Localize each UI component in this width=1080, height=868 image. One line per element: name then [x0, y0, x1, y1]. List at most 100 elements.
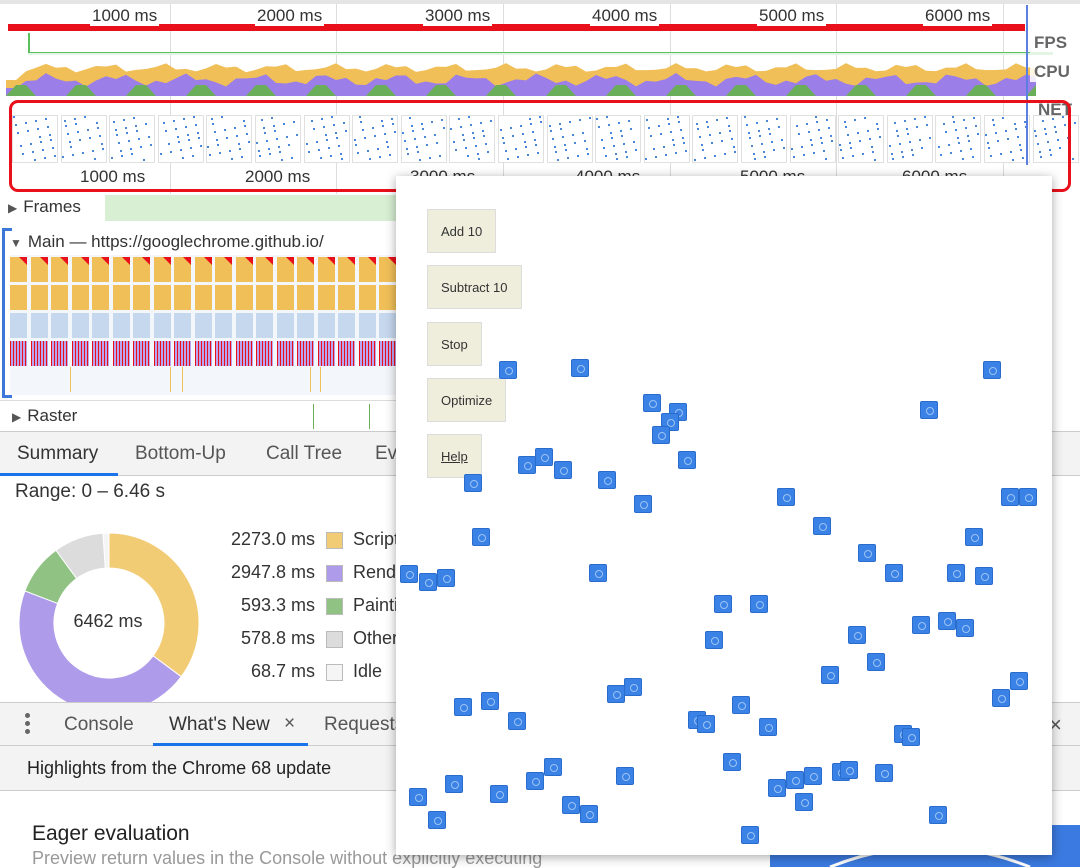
raster-track-header[interactable]: ▶ Raster: [12, 406, 77, 426]
call-block[interactable]: [215, 313, 232, 338]
call-block[interactable]: [153, 313, 171, 338]
call-block[interactable]: [358, 313, 376, 338]
script-block[interactable]: [215, 285, 232, 310]
call-block[interactable]: [30, 313, 48, 338]
script-block[interactable]: [10, 285, 27, 310]
render-block[interactable]: [379, 341, 396, 366]
screenshot-thumbnail[interactable]: [352, 115, 399, 163]
script-block[interactable]: [30, 285, 48, 310]
thumbnail-dot: [928, 137, 931, 139]
screenshot-thumbnail[interactable]: [595, 115, 642, 163]
call-block[interactable]: [51, 313, 68, 338]
script-block[interactable]: [256, 285, 273, 310]
render-block[interactable]: [133, 341, 150, 366]
script-block[interactable]: [235, 285, 253, 310]
call-block[interactable]: [256, 313, 273, 338]
tab-event-log[interactable]: Event Log: [375, 443, 400, 464]
screenshot-thumbnail[interactable]: [206, 115, 253, 163]
render-block[interactable]: [215, 341, 232, 366]
script-block[interactable]: [276, 285, 294, 310]
optimize-button[interactable]: Optimize: [427, 378, 507, 422]
script-block[interactable]: [51, 285, 68, 310]
main-flame-rows[interactable]: [10, 255, 400, 395]
tab-summary[interactable]: Summary: [17, 443, 99, 464]
script-block[interactable]: [174, 285, 191, 310]
script-block[interactable]: [194, 285, 212, 310]
screenshot-thumbnail[interactable]: [935, 115, 982, 163]
call-block[interactable]: [194, 313, 212, 338]
screenshot-thumbnail[interactable]: [400, 115, 447, 163]
screenshot-thumbnail[interactable]: [449, 115, 496, 163]
script-block[interactable]: [153, 285, 171, 310]
drawer-tab-console[interactable]: Console: [64, 714, 134, 735]
render-block[interactable]: [112, 341, 130, 366]
screenshot-thumbnail[interactable]: [157, 115, 204, 163]
render-block[interactable]: [317, 341, 335, 366]
screenshot-thumbnail[interactable]: [838, 115, 885, 163]
render-block[interactable]: [276, 341, 294, 366]
close-tab-icon[interactable]: ×: [284, 713, 296, 734]
screenshot-thumbnail[interactable]: [886, 115, 933, 163]
render-block[interactable]: [338, 341, 355, 366]
screenshot-thumbnail[interactable]: [546, 115, 593, 163]
add-10-button[interactable]: Add 10: [427, 209, 497, 253]
call-block[interactable]: [174, 313, 191, 338]
script-block[interactable]: [297, 285, 314, 310]
call-block[interactable]: [133, 313, 150, 338]
screenshot-thumbnail[interactable]: [303, 115, 350, 163]
screenshot-thumbnail[interactable]: [692, 115, 739, 163]
main-track-header[interactable]: ▼ Main — https://googlechrome.github.io/: [10, 232, 324, 252]
call-block[interactable]: [112, 313, 130, 338]
drawer-tab-whats-new[interactable]: What's New: [169, 714, 270, 735]
render-block[interactable]: [194, 341, 212, 366]
selection-cursor-line[interactable]: [1026, 5, 1028, 165]
render-block[interactable]: [92, 341, 109, 366]
render-block[interactable]: [256, 341, 273, 366]
tab-call-tree[interactable]: Call Tree: [266, 443, 343, 464]
screenshot-thumbnail[interactable]: [12, 115, 58, 163]
render-block[interactable]: [235, 341, 253, 366]
stop-button[interactable]: Stop: [427, 322, 482, 366]
subtract-10-button[interactable]: Subtract 10: [427, 265, 522, 309]
render-block[interactable]: [51, 341, 68, 366]
script-block[interactable]: [358, 285, 376, 310]
timeline-overview[interactable]: FPS CPU NET 1000 ms 2000 ms 3000 ms 4000 ms…: [0, 0, 1080, 195]
close-drawer-icon[interactable]: ×: [1049, 712, 1062, 737]
render-block[interactable]: [358, 341, 376, 366]
script-block[interactable]: [71, 285, 89, 310]
call-block[interactable]: [92, 313, 109, 338]
screenshot-thumbnail[interactable]: [789, 115, 836, 163]
help-button[interactable]: Help: [427, 434, 482, 478]
render-block[interactable]: [71, 341, 89, 366]
more-menu-icon[interactable]: [25, 713, 31, 734]
screenshot-thumbnail[interactable]: [255, 115, 301, 163]
call-block[interactable]: [317, 313, 335, 338]
script-block[interactable]: [379, 285, 396, 310]
frames-track-header[interactable]: ▶ Frames: [8, 197, 85, 217]
call-block[interactable]: [235, 313, 253, 338]
render-block[interactable]: [30, 341, 48, 366]
script-block[interactable]: [317, 285, 335, 310]
screenshot-thumbnail[interactable]: [984, 115, 1030, 163]
call-block[interactable]: [71, 313, 89, 338]
call-block[interactable]: [379, 313, 396, 338]
script-block[interactable]: [92, 285, 109, 310]
screenshot-thumbnail[interactable]: [498, 115, 544, 163]
screenshot-thumbnail[interactable]: [60, 115, 107, 163]
script-block[interactable]: [338, 285, 355, 310]
call-block[interactable]: [276, 313, 294, 338]
drawer-tab-requests[interactable]: Requests: [324, 714, 396, 735]
render-block[interactable]: [174, 341, 191, 366]
render-block[interactable]: [153, 341, 171, 366]
render-block[interactable]: [297, 341, 314, 366]
screenshot-thumbnail[interactable]: [643, 115, 690, 163]
screenshot-thumbnail[interactable]: [741, 115, 787, 163]
script-block[interactable]: [133, 285, 150, 310]
render-block[interactable]: [10, 341, 27, 366]
script-block[interactable]: [112, 285, 130, 310]
call-block[interactable]: [338, 313, 355, 338]
call-block[interactable]: [297, 313, 314, 338]
screenshot-thumbnail[interactable]: [109, 115, 156, 163]
call-block[interactable]: [10, 313, 27, 338]
tab-bottom-up[interactable]: Bottom-Up: [135, 443, 226, 464]
